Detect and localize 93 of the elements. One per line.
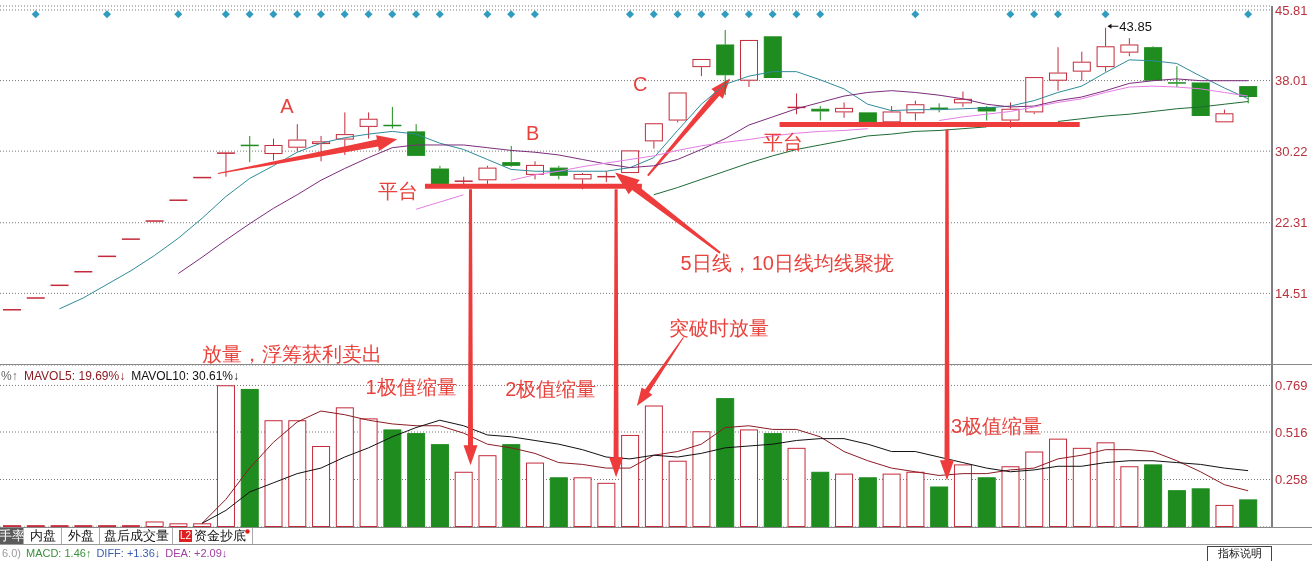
- text: MAVOL10: 30.61%↓: [131, 369, 240, 383]
- candlestick: [1144, 47, 1163, 81]
- candlestick: [835, 101, 854, 119]
- annotation: 3极值缩量: [950, 414, 1043, 437]
- bar: [359, 418, 378, 527]
- bar: [430, 444, 449, 527]
- candlestick: [502, 145, 521, 166]
- text: 盘后成交量: [103, 528, 169, 544]
- candlestick: [216, 152, 235, 178]
- annotation: B: [525, 122, 540, 145]
- bar: [882, 473, 901, 527]
- bar: [312, 446, 331, 527]
- bar: [502, 444, 521, 527]
- candlestick: [644, 123, 663, 150]
- annotation: 平台: [762, 131, 803, 154]
- bar: [1120, 466, 1139, 527]
- bar: [526, 462, 545, 527]
- y-tick-label: 0.769: [1275, 378, 1308, 394]
- bar: [930, 486, 949, 527]
- bar: [668, 460, 687, 527]
- bar: [407, 433, 426, 527]
- bar: [1025, 451, 1044, 527]
- bar: [1215, 504, 1234, 527]
- bar: [906, 471, 925, 527]
- bar: [288, 420, 307, 527]
- line-series: [177, 78, 1249, 275]
- y-tick-label: 0.516: [1275, 424, 1308, 440]
- candlestick: [430, 165, 449, 184]
- annotation: 放量，浮筹获利卖出: [202, 342, 383, 365]
- bar: [1239, 499, 1258, 527]
- candlestick: [763, 36, 782, 78]
- annotation: %↑: [1, 369, 18, 383]
- bar: [240, 388, 259, 527]
- candlestick: [1049, 46, 1068, 92]
- candlestick: [811, 105, 830, 122]
- text: 指标说明: [1207, 546, 1272, 561]
- bar: [1167, 490, 1186, 527]
- bar: [264, 420, 283, 527]
- text: 内盘: [29, 528, 56, 544]
- bar: [573, 477, 592, 527]
- y-tick-label: 14.51: [1275, 286, 1308, 301]
- text: 资金抄底: [194, 528, 247, 544]
- candlestick: [1072, 51, 1091, 82]
- bar: [835, 473, 854, 527]
- bar: [597, 482, 616, 527]
- text: DIFF: +1.36↓: [96, 547, 161, 559]
- annotation: 43.85: [1119, 18, 1152, 34]
- annotation: A: [280, 94, 295, 117]
- bar: [953, 464, 972, 527]
- bar: [1144, 464, 1163, 527]
- annotation: 1极值缩量: [365, 376, 457, 399]
- bar: [335, 407, 354, 527]
- bar: [1191, 488, 1210, 527]
- text: MAVOL5: 19.69%↓: [24, 369, 126, 383]
- bar: [1096, 442, 1115, 527]
- text: L2: [178, 530, 193, 542]
- candlestick: [739, 39, 758, 88]
- candlestick: [1167, 65, 1186, 88]
- text: 外盘: [67, 528, 94, 544]
- candlestick: [264, 138, 283, 161]
- bar: [549, 477, 568, 527]
- bar: [383, 429, 402, 527]
- candlestick: [1191, 82, 1210, 117]
- bar: [739, 429, 758, 527]
- bar: [692, 431, 711, 527]
- candlestick: [1096, 27, 1115, 73]
- annotation: C: [632, 73, 648, 96]
- annotation: 5日线，10日线均线聚拢: [680, 251, 894, 274]
- bar: [977, 477, 996, 527]
- bar: [763, 433, 782, 527]
- bar: [716, 398, 735, 527]
- bar: [1001, 466, 1020, 527]
- text: 6.0): [2, 547, 21, 559]
- y-tick-label: 22.31: [1275, 215, 1308, 231]
- annotation: 2极值缩量: [505, 378, 597, 401]
- y-tick-label: 38.01: [1275, 73, 1308, 89]
- annotation: 突破时放量: [668, 317, 769, 340]
- candlestick: [716, 29, 735, 96]
- bar: [621, 434, 640, 527]
- bar: [811, 471, 830, 527]
- bar: [858, 477, 877, 527]
- bar: [1049, 438, 1068, 527]
- y-tick-label: 30.22: [1275, 143, 1308, 159]
- bar: [478, 455, 497, 527]
- bar: [1072, 447, 1091, 527]
- text: MACD: 1.46↑: [25, 547, 92, 559]
- bar: [787, 447, 806, 527]
- y-tick-label: 45.81: [1275, 2, 1308, 18]
- text: DEA: +2.09↓: [165, 547, 228, 559]
- y-tick-label: 0.258: [1275, 472, 1308, 488]
- bar: [454, 471, 473, 527]
- candlestick: [692, 58, 711, 77]
- annotation: 平台: [378, 180, 419, 203]
